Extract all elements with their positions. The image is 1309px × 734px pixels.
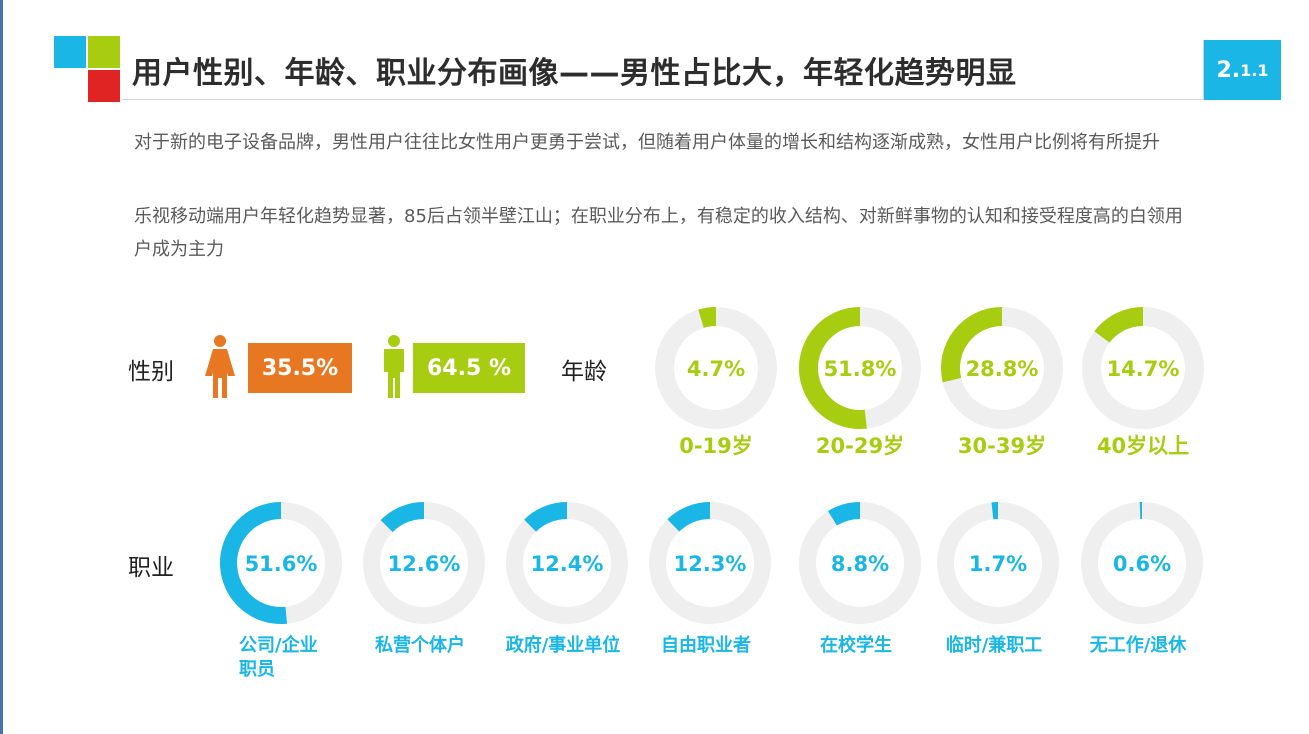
occupation-category-label-5: 临时/兼职工 bbox=[946, 634, 1043, 656]
occupation-value-label-2: 12.4% bbox=[531, 552, 604, 576]
logo-square-red bbox=[88, 70, 120, 102]
occupation-value-label-3: 12.3% bbox=[674, 552, 747, 576]
page-title: 用户性别、年龄、职业分布画像——男性占比大，年轻化趋势明显 bbox=[132, 56, 1017, 91]
age-value-label-3: 14.7% bbox=[1107, 357, 1180, 381]
section-badge: 2. 1.1 bbox=[1204, 40, 1281, 100]
age-donut-2-arc bbox=[940, 307, 1002, 383]
male-person-icon bbox=[384, 335, 404, 398]
occupation-donut-5-arc bbox=[991, 502, 998, 520]
occupation-category-label-6: 无工作/退休 bbox=[1090, 634, 1188, 656]
occupation-value-label-0: 51.6% bbox=[245, 552, 318, 576]
age-row-label: 年龄 bbox=[561, 359, 607, 385]
occupation-value-label-6: 0.6% bbox=[1113, 552, 1171, 576]
occupation-value-label-4: 8.8% bbox=[831, 552, 889, 576]
description-paragraph-1: 对于新的电子设备品牌，男性用户往往比女性用户更勇于尝试，但随着用户体量的增长和结… bbox=[134, 132, 1160, 153]
logo-square-blue bbox=[54, 36, 86, 68]
section-number-main: 2. bbox=[1216, 57, 1241, 83]
occupation-value-label-1: 12.6% bbox=[388, 552, 461, 576]
occupation-value-label-5: 1.7% bbox=[969, 552, 1027, 576]
age-category-label-1: 20-29岁 bbox=[816, 434, 904, 458]
occupation-donut-3-arc bbox=[667, 502, 710, 532]
age-category-label-2: 30-39岁 bbox=[958, 434, 1046, 458]
occupation-donut-4-arc bbox=[827, 502, 860, 526]
gender-row-label: 性别 bbox=[128, 359, 174, 385]
age-donut-0-arc bbox=[698, 307, 716, 328]
female-share-value: 35.5% bbox=[261, 355, 339, 381]
age-category-label-0: 0-19岁 bbox=[679, 434, 753, 458]
occupation-category-label-3: 自由职业者 bbox=[661, 634, 751, 656]
occupation-donut-6-arc bbox=[1139, 501, 1142, 520]
age-donut-3-arc bbox=[1094, 307, 1143, 343]
age-value-label-0: 4.7% bbox=[687, 357, 745, 381]
occupation-row-label: 职业 bbox=[128, 555, 174, 581]
male-share-box: 64.5 % bbox=[413, 343, 525, 393]
occupation-category-label-1: 私营个体户 bbox=[375, 634, 465, 656]
age-value-label-1: 51.8% bbox=[824, 357, 897, 381]
section-number-sub: 1.1 bbox=[1240, 60, 1269, 80]
occupation-donut-2-arc bbox=[524, 502, 567, 532]
left-edge-rule bbox=[0, 0, 3, 734]
description-paragraph-2: 乐视移动端用户年轻化趋势显著，85后占领半壁江山；在职业分布上，有稳定的收入结构… bbox=[134, 206, 1183, 260]
female-share-box: 35.5% bbox=[248, 343, 352, 393]
occupation-donut-1-arc bbox=[380, 502, 424, 533]
age-donut-1-arc bbox=[798, 307, 867, 429]
occupation-donut-0-arc bbox=[219, 502, 288, 624]
logo-square-green bbox=[88, 36, 120, 68]
female-person-icon bbox=[205, 335, 235, 398]
male-share-value: 64.5 % bbox=[427, 355, 511, 381]
title-divider bbox=[122, 99, 1204, 100]
age-category-label-3: 40岁以上 bbox=[1097, 434, 1189, 458]
age-value-label-2: 28.8% bbox=[966, 357, 1039, 381]
occupation-category-label-0: 公司/企业职员 bbox=[239, 634, 318, 680]
title-vertical-divider bbox=[1203, 40, 1204, 100]
occupation-category-label-4: 在校学生 bbox=[820, 634, 892, 656]
occupation-category-label-2: 政府/事业单位 bbox=[506, 634, 621, 656]
